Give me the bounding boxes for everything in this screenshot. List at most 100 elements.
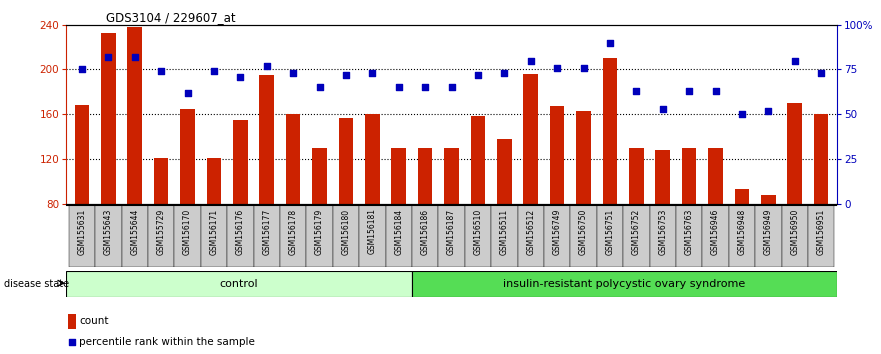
Text: GSM156186: GSM156186 — [420, 209, 430, 255]
Point — [550, 65, 564, 70]
Point — [75, 67, 89, 72]
Point — [523, 58, 537, 63]
Point — [497, 70, 511, 76]
Bar — [596, 205, 623, 267]
Text: GSM156512: GSM156512 — [526, 209, 536, 255]
Text: GSM156948: GSM156948 — [737, 209, 746, 255]
Bar — [254, 205, 280, 267]
Text: GSM156177: GSM156177 — [263, 209, 271, 255]
Bar — [550, 106, 565, 204]
Bar — [814, 114, 828, 204]
Text: GSM156750: GSM156750 — [579, 209, 588, 255]
Point — [444, 85, 458, 90]
Point — [181, 90, 195, 96]
Text: GSM156178: GSM156178 — [289, 209, 298, 255]
Point — [814, 70, 828, 76]
Bar — [788, 103, 802, 204]
Bar — [227, 205, 254, 267]
Text: GSM156176: GSM156176 — [236, 209, 245, 255]
Text: GSM156951: GSM156951 — [817, 209, 825, 255]
Bar — [603, 58, 618, 204]
Point — [708, 88, 722, 94]
Text: GSM156510: GSM156510 — [473, 209, 483, 255]
Text: GSM156752: GSM156752 — [632, 209, 640, 255]
Text: GSM155729: GSM155729 — [157, 209, 166, 255]
Bar — [75, 105, 89, 204]
Text: GSM155631: GSM155631 — [78, 209, 86, 255]
Bar — [623, 205, 649, 267]
Text: GSM156753: GSM156753 — [658, 209, 667, 255]
Bar — [391, 148, 406, 204]
Bar — [708, 148, 722, 204]
Point — [128, 54, 142, 60]
Bar — [101, 33, 115, 204]
Point — [260, 63, 274, 69]
Text: GSM156170: GSM156170 — [183, 209, 192, 255]
Bar — [470, 116, 485, 204]
Text: GSM155643: GSM155643 — [104, 209, 113, 255]
Point — [761, 108, 775, 113]
Bar — [676, 205, 702, 267]
Bar — [735, 189, 749, 204]
Bar — [359, 205, 386, 267]
Point — [655, 106, 670, 112]
Bar — [280, 205, 307, 267]
Bar — [412, 205, 439, 267]
Bar — [576, 111, 591, 204]
Text: GSM156946: GSM156946 — [711, 209, 720, 255]
Bar — [285, 114, 300, 204]
Bar — [418, 148, 433, 204]
Bar — [523, 74, 538, 204]
Text: GSM156511: GSM156511 — [500, 209, 509, 255]
Point — [366, 70, 380, 76]
Text: GSM156950: GSM156950 — [790, 209, 799, 255]
Bar — [517, 205, 544, 267]
Text: GSM156949: GSM156949 — [764, 209, 773, 255]
Bar — [755, 205, 781, 267]
Point — [313, 85, 327, 90]
Bar — [259, 75, 274, 204]
Text: GSM156181: GSM156181 — [367, 209, 377, 255]
Point — [331, 219, 345, 225]
Bar — [497, 139, 512, 204]
Bar — [439, 205, 464, 267]
Bar — [781, 205, 808, 267]
Bar — [365, 114, 380, 204]
Bar — [649, 205, 676, 267]
Bar — [69, 314, 77, 329]
Bar — [181, 109, 195, 204]
Point — [207, 68, 221, 74]
Bar — [702, 205, 729, 267]
Point — [101, 54, 115, 60]
Bar — [761, 195, 775, 204]
Bar — [174, 205, 201, 267]
Point — [788, 58, 802, 63]
Bar — [148, 205, 174, 267]
Text: count: count — [79, 316, 108, 326]
Bar — [154, 158, 168, 204]
Bar — [338, 118, 353, 204]
Point — [286, 70, 300, 76]
Text: insulin-resistant polycystic ovary syndrome: insulin-resistant polycystic ovary syndr… — [503, 279, 745, 289]
Bar — [544, 205, 570, 267]
Point — [392, 85, 406, 90]
Bar — [629, 148, 644, 204]
Bar — [729, 205, 755, 267]
Point — [629, 88, 643, 94]
Point — [339, 72, 353, 78]
Text: GSM156180: GSM156180 — [342, 209, 351, 255]
Bar — [312, 148, 327, 204]
Bar — [655, 150, 670, 204]
Point — [576, 65, 590, 70]
Bar — [464, 205, 491, 267]
Text: GSM155644: GSM155644 — [130, 209, 139, 255]
Bar — [66, 271, 411, 297]
Bar — [122, 205, 148, 267]
Bar — [386, 205, 412, 267]
Text: GDS3104 / 229607_at: GDS3104 / 229607_at — [106, 11, 235, 24]
Bar — [411, 271, 837, 297]
Text: GSM156751: GSM156751 — [605, 209, 614, 255]
Text: GSM156749: GSM156749 — [552, 209, 561, 255]
Bar — [808, 205, 834, 267]
Bar — [682, 148, 696, 204]
